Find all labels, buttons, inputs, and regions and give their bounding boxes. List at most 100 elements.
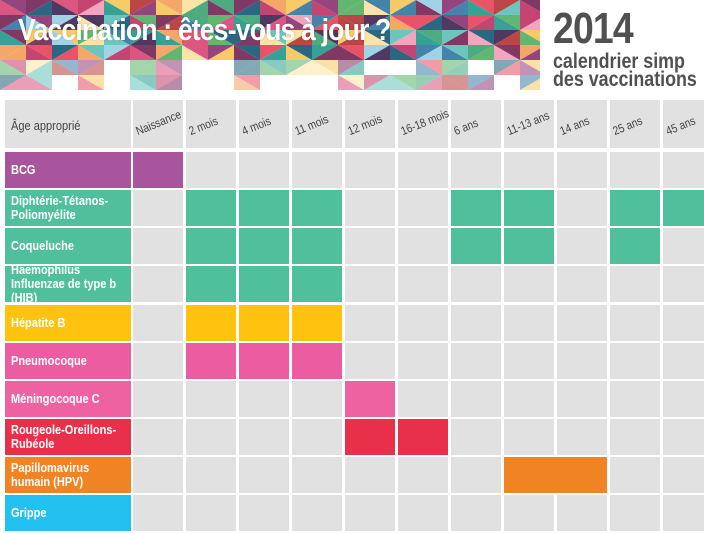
dose-cell-empty xyxy=(186,419,236,455)
dose-cell-empty xyxy=(239,457,289,493)
column-header: Naissance xyxy=(133,100,183,148)
dose-cell-empty xyxy=(610,305,660,341)
vaccine-label: BCG xyxy=(5,152,131,188)
dose-cell-empty xyxy=(239,419,289,455)
dose-cell-filled xyxy=(186,343,236,379)
column-header-label: 14 ans xyxy=(557,113,592,138)
mosaic-tile xyxy=(156,75,182,90)
dose-cell-filled xyxy=(133,152,183,188)
dose-cell-filled xyxy=(610,190,660,226)
dose-cell-empty xyxy=(610,381,660,417)
mosaic-tile xyxy=(208,0,234,15)
mosaic-tile xyxy=(520,30,540,42)
mosaic-tile xyxy=(312,30,338,45)
dose-cell-empty xyxy=(292,495,342,531)
mosaic-tile xyxy=(156,0,182,15)
column-header: 6 ans xyxy=(451,100,501,148)
vaccine-label: Coqueluche xyxy=(5,228,131,264)
mosaic-tile xyxy=(520,0,540,15)
dose-cell-filled xyxy=(504,190,554,226)
mosaic-tile xyxy=(260,0,286,15)
column-header: 11 mois xyxy=(292,100,342,148)
vaccine-name: BCG xyxy=(11,163,36,177)
column-header-label: 11-13 ans xyxy=(504,108,552,138)
mosaic-tile xyxy=(260,30,286,45)
mosaic-tile xyxy=(442,30,468,45)
dose-cell-filled xyxy=(504,457,607,493)
dose-cell-empty xyxy=(663,152,704,188)
dose-cell-filled xyxy=(239,266,289,302)
dose-cell-empty xyxy=(133,381,183,417)
dose-cell-empty xyxy=(398,152,448,188)
dose-cell-empty xyxy=(398,457,448,493)
dose-cell-empty xyxy=(557,419,607,455)
mosaic-tile xyxy=(312,45,338,60)
vaccine-label: Rougeole-Oreillons-Rubéole xyxy=(5,419,131,455)
mosaic-tile xyxy=(52,15,78,30)
mosaic-tile xyxy=(442,15,468,30)
dose-cell-empty xyxy=(345,228,395,264)
dose-cell-empty xyxy=(239,381,289,417)
mosaic-tile xyxy=(468,45,494,60)
dose-cell-empty xyxy=(345,495,395,531)
dose-cell-empty xyxy=(133,457,183,493)
mosaic-tile xyxy=(520,45,540,60)
mosaic-tile xyxy=(520,30,540,45)
dose-cell-empty xyxy=(398,190,448,226)
vaccine-label: Haemophilus Influenzae de type b (HIB) xyxy=(5,263,131,305)
mosaic-tile xyxy=(442,45,468,60)
mosaic-tile xyxy=(390,75,416,90)
mosaic-tile xyxy=(52,45,78,60)
mosaic-tile xyxy=(234,0,260,15)
dose-cell-empty xyxy=(133,495,183,531)
mosaic-tile xyxy=(364,0,390,15)
dose-cell-empty xyxy=(663,305,704,341)
mosaic-tile xyxy=(78,45,104,60)
mosaic-tile xyxy=(0,60,26,75)
dose-cell-filled xyxy=(239,305,289,341)
mosaic-tile xyxy=(520,78,540,90)
column-header-label: 16-18 mois xyxy=(398,106,451,138)
dose-cell-empty xyxy=(504,381,554,417)
mosaic-tile xyxy=(156,45,182,60)
dose-cell-empty xyxy=(239,152,289,188)
vaccine-label: Grippe xyxy=(5,495,131,531)
mosaic-tile xyxy=(494,15,520,30)
dose-cell-empty xyxy=(451,305,501,341)
dose-cell-empty xyxy=(451,266,501,302)
dose-cell-empty xyxy=(292,457,342,493)
dose-cell-empty xyxy=(133,228,183,264)
mosaic-tile xyxy=(26,60,52,75)
dose-cell-empty xyxy=(345,266,395,302)
vaccine-name: Haemophilus Influenzae de type b (HIB) xyxy=(11,263,117,305)
mosaic-tile xyxy=(364,75,390,90)
column-header: 12 mois xyxy=(345,100,395,148)
mosaic-tile xyxy=(26,0,52,15)
vaccine-name: Papillomavirus humain (HPV) xyxy=(11,461,90,489)
dose-cell-empty xyxy=(451,457,501,493)
column-header-label: 12 mois xyxy=(345,111,385,138)
dose-cell-empty xyxy=(398,305,448,341)
decorative-mosaic-banner xyxy=(0,0,540,90)
dose-cell-empty xyxy=(133,266,183,302)
dose-cell-filled xyxy=(345,419,395,455)
dose-cell-empty xyxy=(610,152,660,188)
dose-cell-empty xyxy=(557,266,607,302)
vaccine-label: Méningocoque C xyxy=(5,381,131,417)
mosaic-tile xyxy=(52,30,78,45)
dose-cell-filled xyxy=(292,190,342,226)
mosaic-tile xyxy=(494,0,520,15)
mosaic-tile xyxy=(520,48,540,60)
dose-cell-empty xyxy=(663,457,704,493)
dose-cell-filled xyxy=(186,190,236,226)
mosaic-tile xyxy=(260,15,286,30)
dose-cell-empty xyxy=(398,381,448,417)
mosaic-tile xyxy=(0,45,26,60)
mosaic-tile xyxy=(78,75,104,90)
mosaic-tile xyxy=(390,15,416,30)
mosaic-tile xyxy=(312,60,338,75)
dose-cell-empty xyxy=(610,457,660,493)
dose-cell-empty xyxy=(451,495,501,531)
dose-cell-empty xyxy=(398,266,448,302)
mosaic-tile xyxy=(182,0,208,15)
